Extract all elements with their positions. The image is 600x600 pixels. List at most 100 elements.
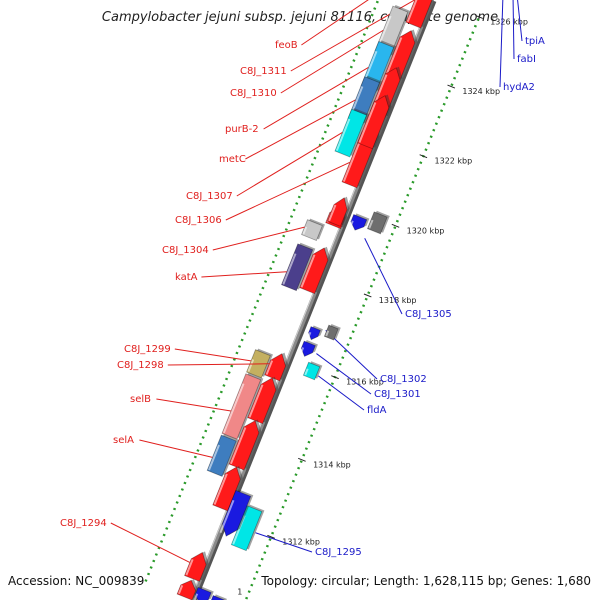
gene-c8j-1311 [405, 0, 441, 29]
gene-leader-line [225, 161, 351, 221]
gene-body [357, 95, 390, 150]
gene-shape [366, 210, 390, 235]
tick-mark [475, 14, 483, 19]
gene-shape [193, 586, 214, 600]
gene-leader-line [499, 0, 504, 88]
gene-body [228, 420, 260, 471]
tick-mark [391, 223, 400, 228]
gene-label-tpia: tpiA [525, 36, 545, 47]
gene-body [323, 324, 339, 341]
gene-shape [247, 376, 279, 425]
gene-c8j-1294 [184, 551, 209, 582]
tick-label: 1324 kbp [462, 87, 500, 96]
gene-forward-unlabelled [228, 419, 262, 471]
tick-mark [331, 375, 339, 380]
gene-leader-line [110, 522, 190, 563]
gene-highlight [185, 558, 194, 576]
gene-highlight [193, 593, 199, 600]
gene-c8j-1295 [230, 504, 265, 552]
gene-label-c8j-1294: C8J_1294 [60, 518, 107, 529]
gene-body [326, 197, 348, 227]
gene-leader-line [174, 348, 252, 362]
gene-body [247, 377, 277, 425]
gene-shape [208, 594, 227, 600]
gene-leader-line [156, 398, 232, 412]
gene-highlight [177, 585, 184, 595]
gene-body [194, 586, 212, 600]
gene-forward-unlabelled [326, 196, 350, 227]
gene-forward-unlabelled [212, 465, 243, 512]
gene-highlight [300, 254, 316, 288]
gene-c8j-1301 [299, 340, 318, 357]
gene-shape [357, 94, 392, 150]
gene-label-c8j-1305: C8J_1305 [405, 309, 452, 320]
gene-body [299, 247, 329, 295]
gene-c8j-1304 [301, 218, 325, 242]
gene-body [350, 213, 368, 231]
gene-leader-line [301, 0, 369, 46]
gene-label-c8j-1311: C8J_1311 [240, 66, 287, 77]
gene-shape [301, 218, 325, 242]
gene-body [366, 211, 388, 235]
gene-body [280, 243, 314, 292]
start-marker: 1 [237, 587, 242, 596]
gene-highlight [248, 384, 264, 418]
gene-highlight [368, 219, 374, 229]
gene-label-c8j-1304: C8J_1304 [162, 245, 209, 256]
gene-label-kata: katA [175, 272, 198, 283]
gene-leader-line [236, 131, 343, 197]
gene-label-sela: selA [113, 435, 134, 446]
gene-body [302, 361, 321, 381]
gene-shape [184, 551, 209, 582]
gene-highlight [349, 220, 354, 228]
gene-reverse-unlabelled [208, 594, 227, 600]
gene-forward-unlabelled [357, 94, 392, 150]
gene-shape [221, 372, 264, 440]
gene-leader-line [255, 532, 313, 553]
gene-highlight [304, 368, 309, 376]
gene-body [176, 579, 197, 600]
gene-label-c8j-1306: C8J_1306 [175, 215, 222, 226]
gene-highlight [325, 330, 330, 337]
gene-body [212, 466, 241, 512]
gene-label-c8j-1295: C8J_1295 [315, 547, 362, 558]
gene-shape [349, 213, 370, 231]
gene-kata [280, 242, 316, 292]
gene-leader-line [245, 99, 356, 160]
gene-body [264, 353, 287, 382]
gene-body [221, 373, 262, 440]
tick-label: 1316 kbp [346, 378, 384, 387]
gene-leader-line [201, 271, 287, 278]
gene-body [222, 489, 252, 537]
gene-highlight [213, 473, 228, 505]
gene-reverse-unlabelled [219, 489, 254, 537]
gc-content-line [144, 0, 380, 582]
gene-label-fabi: fabI [517, 54, 536, 65]
gene-label-c8j-1299: C8J_1299 [124, 344, 171, 355]
gene-leader-line [263, 66, 369, 130]
tick-mark [419, 154, 428, 159]
gene-highlight [299, 347, 305, 355]
gene-label-purb-2: purB-2 [225, 124, 259, 135]
gene-label-c8j-1298: C8J_1298 [117, 360, 164, 371]
gene-forward-unlabelled [384, 29, 418, 81]
gene-highlight [302, 226, 308, 235]
gene-shape [299, 246, 331, 295]
gene-leader-line [167, 363, 270, 366]
gene-sela [206, 433, 239, 477]
gene-highlight [385, 37, 403, 75]
gene-leader-line [316, 353, 372, 395]
gene-c8j-1302 [307, 325, 323, 341]
gene-label-metc: metC [219, 154, 246, 165]
tick-label: 1320 kbp [407, 226, 445, 235]
gene-highlight [208, 444, 220, 471]
gc-content-line [244, 18, 480, 600]
gene-body [206, 434, 237, 477]
gene-shape [206, 433, 239, 477]
gene-highlight [282, 253, 297, 285]
gene-highlight [265, 360, 274, 375]
gene-shape [384, 29, 418, 81]
gene-highlight [328, 204, 337, 222]
gene-shape [280, 242, 316, 292]
gene-leader-line [280, 29, 384, 94]
